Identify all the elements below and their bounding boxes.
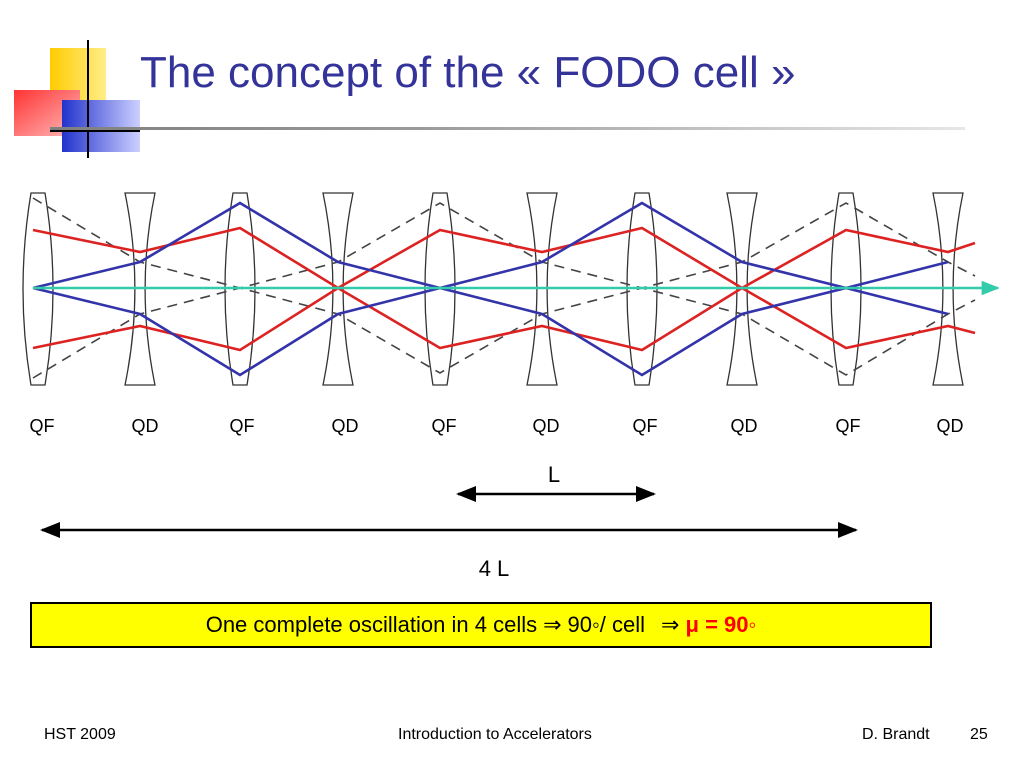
mu-value: = 90◦ <box>698 612 757 637</box>
implies-arrow-2: ⇒ <box>661 612 680 637</box>
lens-label-qf: QF <box>229 416 255 436</box>
cell-length-label: L <box>547 462 561 487</box>
footer-page-number: 25 <box>970 726 988 743</box>
implies-arrow-1: ⇒ <box>543 612 562 637</box>
lens-label-qd: QD <box>730 416 758 436</box>
footer-event: HST 2009 <box>44 726 116 743</box>
lens-label-qd: QD <box>936 416 964 436</box>
lens-label-qf: QF <box>29 416 55 436</box>
lens-label-qd: QD <box>131 416 159 436</box>
red-trajectories <box>32 226 976 352</box>
red-trajectory-lower <box>32 286 976 352</box>
blue-trajectory-lower <box>32 286 949 377</box>
total-length-label: 4 L <box>478 556 510 581</box>
slide-title: The concept of the « FODO cell » <box>140 48 796 97</box>
lens-label-qf: QF <box>431 416 457 436</box>
footer-course-title: Introduction to Accelerators <box>398 726 592 743</box>
slide-logo <box>14 40 140 158</box>
lens-label-qd: QD <box>532 416 560 436</box>
footer-author: D. Brandt <box>862 726 930 743</box>
phase-per-cell: 90◦/ cell <box>567 612 646 637</box>
lens-label-qd: QD <box>331 416 359 436</box>
phase-advance-callout: One complete oscillation in 4 cells ⇒ 90… <box>30 602 932 648</box>
blue-trajectories <box>32 201 949 377</box>
callout-text: One complete oscillation in 4 cells <box>205 612 538 637</box>
blue-trajectory-upper <box>32 201 949 290</box>
red-trajectory-upper <box>32 226 976 290</box>
lens-label-qf: QF <box>632 416 658 436</box>
title-underline <box>50 127 965 130</box>
lens-label-qf: QF <box>835 416 861 436</box>
mu-symbol: μ <box>685 612 699 637</box>
